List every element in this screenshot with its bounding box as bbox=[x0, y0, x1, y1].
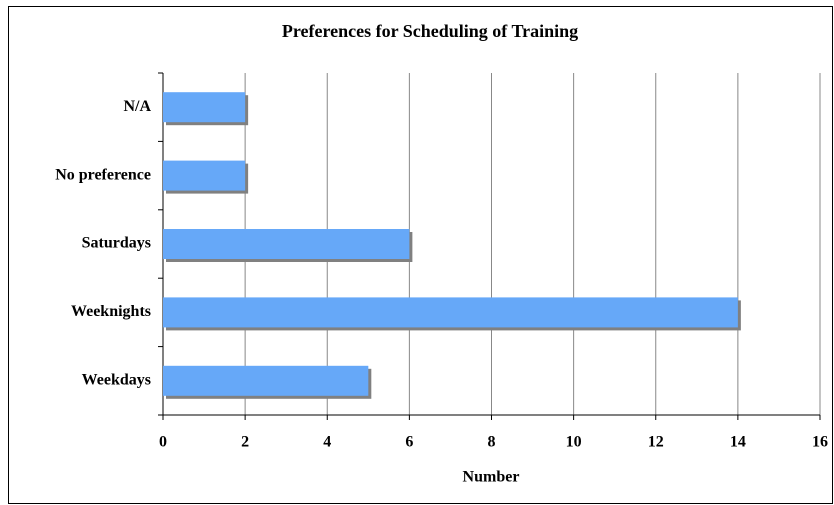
x-tick-label: 14 bbox=[730, 434, 746, 451]
x-tick-label: 12 bbox=[648, 434, 664, 451]
y-tick-label: Weeknights bbox=[71, 303, 151, 320]
bar bbox=[163, 297, 738, 328]
x-tick-label: 10 bbox=[566, 434, 582, 451]
x-tick-label: 16 bbox=[812, 434, 828, 451]
bar bbox=[163, 229, 410, 259]
y-tick-label: No preference bbox=[55, 166, 151, 183]
chart-frame bbox=[8, 6, 833, 504]
bar bbox=[163, 160, 246, 191]
x-tick-label: 8 bbox=[488, 434, 496, 451]
x-axis-label: Number bbox=[463, 469, 520, 486]
y-tick-label: N/A bbox=[123, 98, 151, 115]
x-tick-label: 2 bbox=[241, 434, 249, 451]
y-tick-label: Weekdays bbox=[82, 371, 151, 388]
x-tick-label: 6 bbox=[405, 434, 413, 451]
bar bbox=[163, 92, 246, 123]
bar bbox=[163, 365, 369, 396]
x-tick-label: 4 bbox=[323, 434, 331, 451]
chart-title: Preferences for Scheduling of Training bbox=[282, 21, 578, 41]
x-tick-label: 0 bbox=[159, 434, 167, 451]
y-tick-label: Saturdays bbox=[82, 235, 151, 252]
